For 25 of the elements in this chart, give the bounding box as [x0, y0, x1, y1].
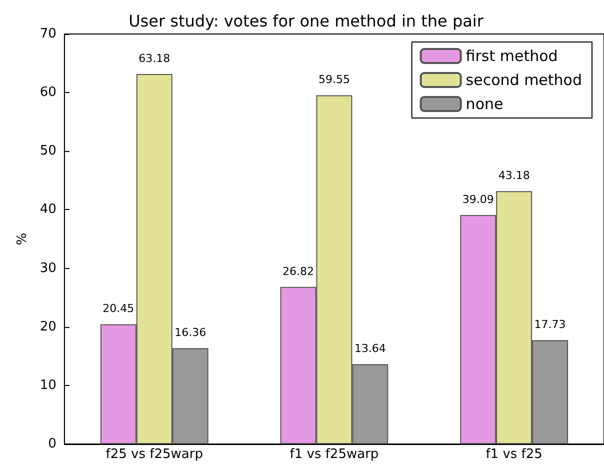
y-tick-label: 0 — [48, 436, 56, 452]
y-tick-label: 30 — [40, 260, 56, 276]
data-label: 16.36 — [174, 326, 206, 340]
data-label: 17.73 — [534, 318, 566, 332]
x-tick-label: f25 vs f25warp — [106, 447, 203, 462]
y-tick-label: 40 — [40, 202, 56, 218]
legend-label: second method — [466, 71, 582, 89]
y-axis-title: % — [15, 232, 30, 246]
y-tick-label: 70 — [40, 26, 56, 42]
y-tick-label: 50 — [40, 144, 56, 159]
y-tick-label: 60 — [40, 85, 56, 100]
chart-title: User study: votes for one method in the pair — [128, 12, 484, 30]
y-tick-label: 20 — [40, 319, 56, 334]
data-label: 13.64 — [354, 342, 386, 356]
data-label: 26.82 — [282, 264, 314, 278]
data-label: 63.18 — [138, 52, 170, 65]
legend-label: none — [466, 95, 504, 113]
data-label: 59.55 — [318, 73, 350, 86]
x-tick-label: f1 vs f25warp — [290, 447, 379, 462]
y-tick-label: 10 — [40, 378, 56, 393]
data-label: 20.45 — [102, 302, 134, 316]
legend-label: first method — [466, 47, 558, 65]
data-label: 39.09 — [462, 193, 494, 206]
data-label: 43.18 — [498, 169, 530, 182]
x-tick-label: f1 vs f25 — [486, 447, 542, 462]
